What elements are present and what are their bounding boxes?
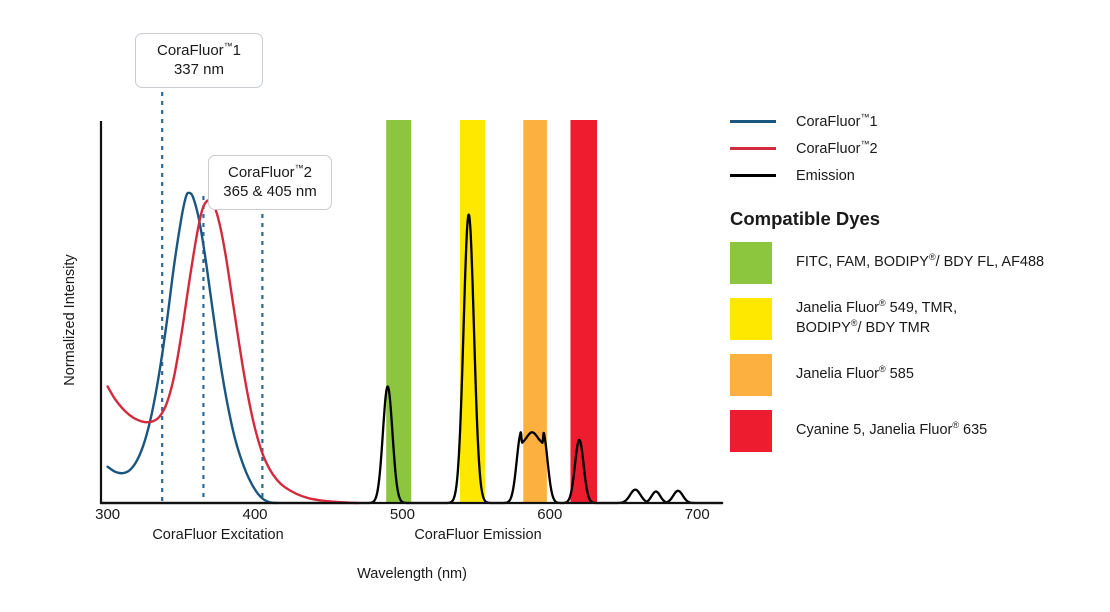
excitation-range-label: CoraFluor Excitation	[152, 527, 284, 543]
compatible-dyes-list: FITC, FAM, BODIPY®/ BDY FL, AF488 Janelia…	[730, 242, 1098, 452]
emission-range-label: CoraFluor Emission	[414, 527, 542, 543]
x-axis-title: Wavelength (nm)	[357, 566, 467, 582]
compatible-dyes-title: Compatible Dyes	[730, 208, 881, 229]
callout-2-value: 365 & 405 nm	[223, 183, 317, 201]
legend-item-3: Emission	[730, 162, 1098, 189]
x-tick-600: 600	[537, 506, 563, 523]
y-axis-title: Normalized Intensity	[62, 254, 78, 386]
series-legend: CoraFluor™1 CoraFluor™2 Emission	[730, 108, 1098, 189]
legend-item-label: CoraFluor™2	[796, 138, 878, 157]
legend-panel: CoraFluor™1 CoraFluor™2 Emission Compatibl…	[730, 108, 1098, 466]
dye-item-2: Janelia Fluor® 549, TMR, BODIPY®/ BDY TMR	[730, 298, 1098, 340]
x-tick-400: 400	[242, 506, 268, 523]
callout-1-value: 337 nm	[173, 61, 225, 79]
legend-item-2: CoraFluor™2	[730, 135, 1098, 162]
legend-item-label: Emission	[796, 167, 855, 184]
green-band	[386, 120, 412, 503]
dye-color-swatch	[730, 298, 772, 340]
excitation-curve-2	[106, 199, 360, 505]
callout-1-title: CoraFluor™1	[156, 41, 242, 60]
legend-item-label: CoraFluor™1	[796, 111, 878, 130]
legend-line-swatch	[730, 147, 776, 150]
excitation-curve-1	[106, 191, 279, 505]
callout-corafluor-1: CoraFluor™1 337 nm	[135, 33, 263, 89]
dye-color-swatch	[730, 242, 772, 284]
x-tick-300: 300	[95, 506, 121, 523]
callout-corafluor-2: CoraFluor™2 365 & 405 nm	[208, 155, 332, 211]
dye-item-3: Janelia Fluor® 585	[730, 354, 1098, 396]
legend-line-swatch	[730, 174, 776, 177]
dye-item-label: Cyanine 5, Janelia Fluor® 635	[796, 420, 988, 439]
dye-item-label: Janelia Fluor® 549, TMR, BODIPY®/ BDY TMR	[796, 298, 958, 336]
orange-band	[523, 120, 547, 503]
legend-item-1: CoraFluor™1	[730, 108, 1098, 135]
dye-item-label: Janelia Fluor® 585	[796, 364, 914, 383]
dye-color-swatch	[730, 410, 772, 452]
dye-item-label: FITC, FAM, BODIPY®/ BDY FL, AF488	[796, 252, 1045, 271]
x-tick-500: 500	[389, 506, 415, 523]
legend-line-swatch	[730, 120, 776, 123]
plot-axes	[99, 121, 723, 505]
callout-2-title: CoraFluor™2	[227, 163, 313, 182]
red-band	[570, 120, 597, 503]
dye-item-1: FITC, FAM, BODIPY®/ BDY FL, AF488	[730, 242, 1098, 284]
dye-color-swatch	[730, 354, 772, 396]
dye-item-4: Cyanine 5, Janelia Fluor® 635	[730, 410, 1098, 452]
x-tick-700: 700	[684, 506, 710, 523]
